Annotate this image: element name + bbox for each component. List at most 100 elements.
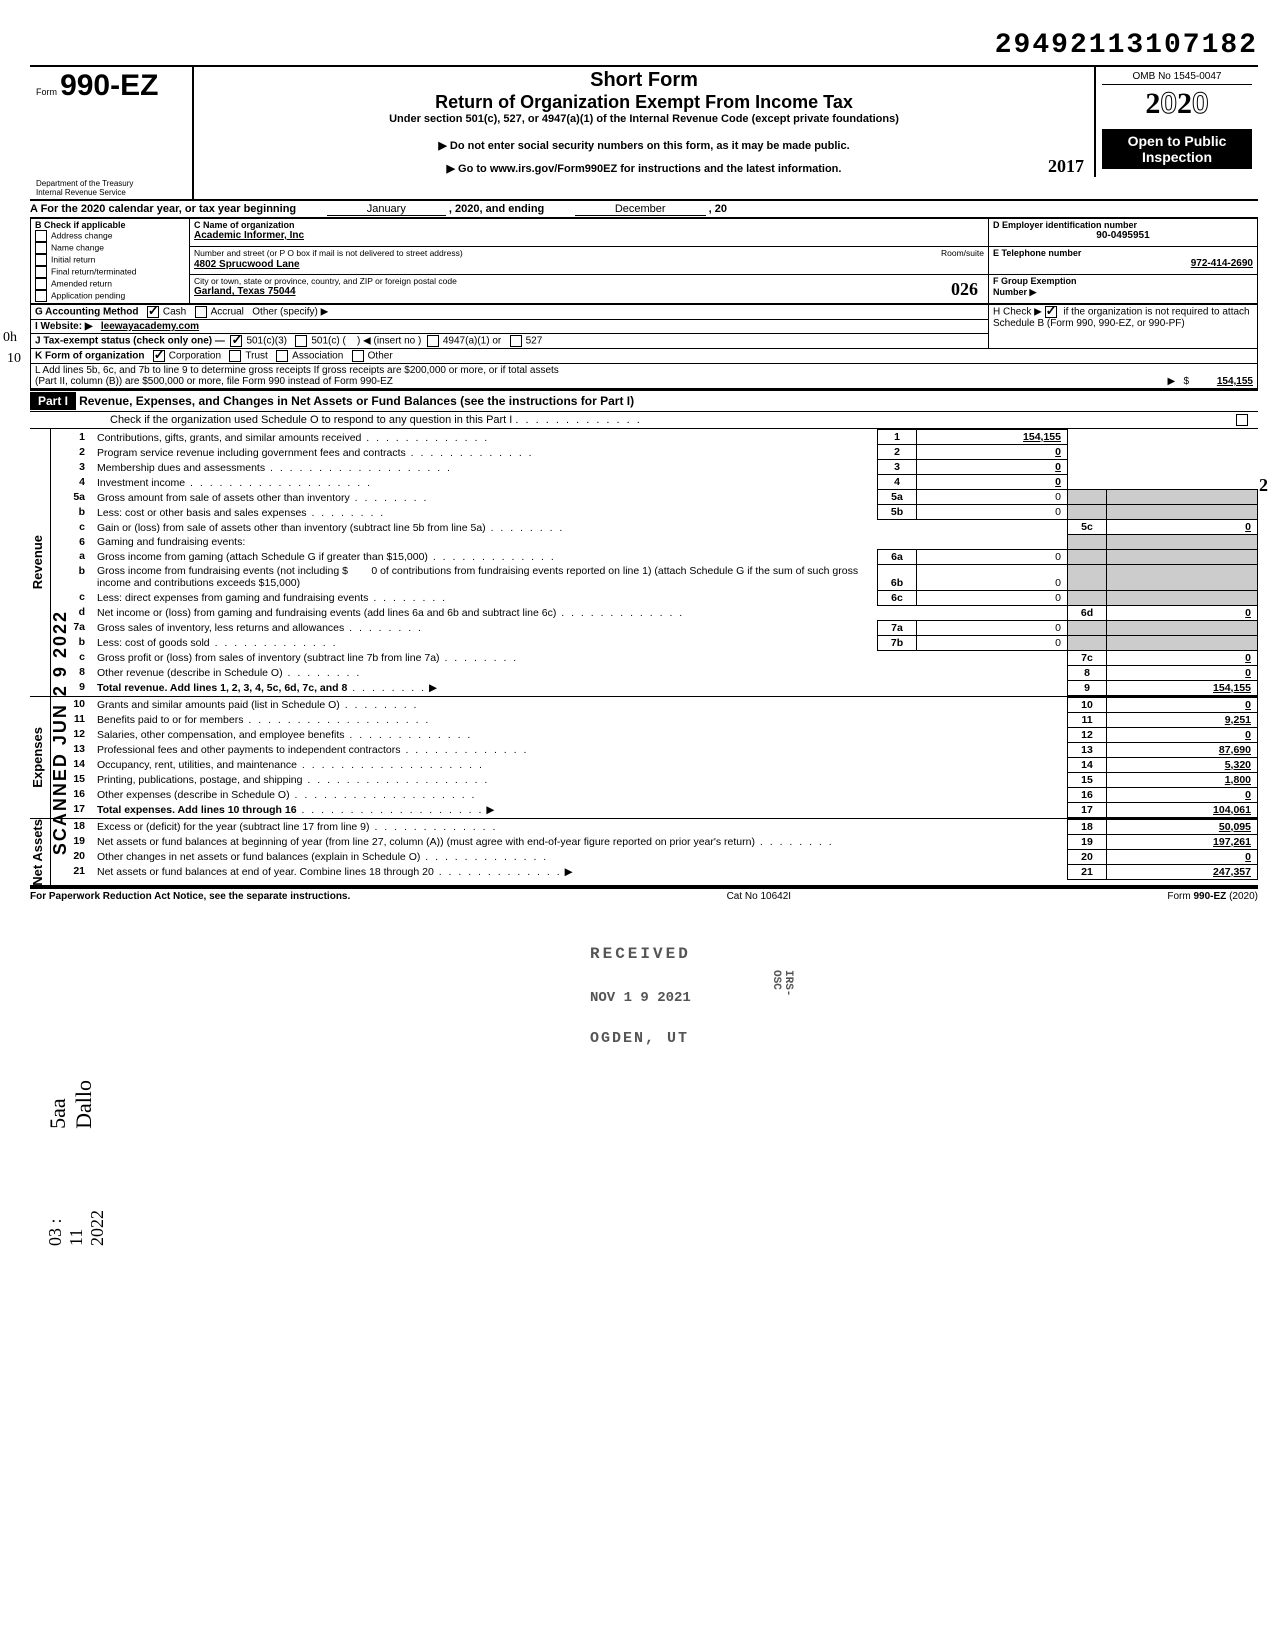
box-c-label: C Name of organization xyxy=(194,220,984,230)
line-6d-text: Net income or (loss) from gaming and fun… xyxy=(97,607,556,619)
dept-treasury: Department of the Treasury xyxy=(36,179,186,188)
checkbox-schedule-o[interactable] xyxy=(1236,414,1248,426)
expenses-label: Expenses xyxy=(30,727,50,788)
line-8-text: Other revenue (describe in Schedule O) xyxy=(97,667,283,679)
line-8-box: 8 xyxy=(1068,665,1107,680)
checkbox-address-change[interactable] xyxy=(35,230,47,242)
revenue-section: Revenue 1Contributions, gifts, grants, a… xyxy=(30,428,1258,696)
checkbox-association[interactable] xyxy=(276,350,288,362)
checkbox-accrual[interactable] xyxy=(195,306,207,318)
line-17-box: 17 xyxy=(1068,802,1107,817)
line-5b-box: 5b xyxy=(878,505,917,520)
line-7a-val: 0 xyxy=(917,620,1068,635)
checkbox-501c[interactable] xyxy=(295,335,307,347)
line-j-label: J Tax-exempt status (check only one) — xyxy=(35,336,225,347)
document-locator-number: 29492113107182 xyxy=(30,30,1258,61)
instruction-2: ▶ Go to www.irs.gov/Form990EZ for instru… xyxy=(200,162,1088,175)
checkbox-other-org[interactable] xyxy=(352,350,364,362)
line-h-text: H Check ▶ xyxy=(993,307,1042,318)
line-g-label: G Accounting Method xyxy=(35,307,139,318)
line-21-no: 21 xyxy=(51,864,93,879)
room-label: Room/suite xyxy=(941,248,984,258)
checkbox-application-pending[interactable] xyxy=(35,290,47,302)
line-15-text: Printing, publications, postage, and shi… xyxy=(97,774,302,786)
line-20-text: Other changes in net assets or fund bala… xyxy=(97,851,420,863)
line-9-val: 154,155 xyxy=(1107,680,1258,695)
part-1-title: Revenue, Expenses, and Changes in Net As… xyxy=(79,394,634,408)
line-l-text1: L Add lines 5b, 6c, and 7b to line 9 to … xyxy=(35,365,1253,376)
line-4-box: 4 xyxy=(878,475,917,490)
line-7b-text: Less: cost of goods sold xyxy=(97,637,210,649)
line-6a-no: a xyxy=(51,549,93,564)
line-5b-text: Less: cost or other basis and sales expe… xyxy=(97,507,307,519)
checkbox-corporation[interactable] xyxy=(153,350,165,362)
line-7b-val: 0 xyxy=(917,635,1068,650)
page-footer: For Paperwork Reduction Act Notice, see … xyxy=(30,887,1258,902)
line-13-val: 87,690 xyxy=(1107,742,1258,757)
box-d-label: D Employer identification number xyxy=(993,220,1253,230)
checkbox-amended-return[interactable] xyxy=(35,278,47,290)
box-e-label: E Telephone number xyxy=(993,248,1253,258)
form-label: Form xyxy=(36,87,57,97)
line-i-label: I Website: ▶ xyxy=(35,321,93,332)
label-501c3: 501(c)(3) xyxy=(246,336,287,347)
street-label: Number and street (or P O box if mail is… xyxy=(194,248,463,258)
part-1-schedule-o: Check if the organization used Schedule … xyxy=(30,412,1258,428)
omb-number: OMB No 1545-0047 xyxy=(1102,69,1252,85)
net-assets-section: Net Assets 18Excess or (deficit) for the… xyxy=(30,818,1258,888)
label-trust: Trust xyxy=(245,351,267,362)
instruction-1: ▶ Do not enter social security numbers o… xyxy=(200,139,1088,152)
line-4-no: 4 xyxy=(51,475,93,490)
net-assets-label: Net Assets xyxy=(30,819,50,886)
line-10-box: 10 xyxy=(1068,697,1107,712)
line-6b-no: b xyxy=(51,564,93,590)
box-f-label: F Group Exemption xyxy=(993,276,1077,286)
checkbox-cash[interactable] xyxy=(147,306,159,318)
line-2-text: Program service revenue including govern… xyxy=(97,447,406,459)
line-13-box: 13 xyxy=(1068,742,1107,757)
org-info-block: B Check if applicable Address change Nam… xyxy=(30,218,1258,304)
footer-left: For Paperwork Reduction Act Notice, see … xyxy=(30,891,350,902)
part-1-check-o-text: Check if the organization used Schedule … xyxy=(110,414,512,426)
open-to-public: Open to Public Inspection xyxy=(1102,129,1252,169)
line-3-val: 0 xyxy=(917,460,1068,475)
line-a-end: December xyxy=(575,203,706,216)
phone-value: 972-414-2690 xyxy=(993,258,1253,269)
checkbox-name-change[interactable] xyxy=(35,242,47,254)
checkbox-4947[interactable] xyxy=(427,335,439,347)
line-5a-box: 5a xyxy=(878,490,917,505)
form-number: 990-EZ xyxy=(60,69,158,102)
line-6c-text: Less: direct expenses from gaming and fu… xyxy=(97,592,368,604)
label-name-change: Name change xyxy=(51,243,104,253)
org-name: Academic Informer, Inc xyxy=(194,230,984,241)
checkbox-501c3[interactable] xyxy=(230,335,242,347)
expenses-section: Expenses 10Grants and similar amounts pa… xyxy=(30,696,1258,818)
hand-10: 10 xyxy=(7,351,21,367)
checkbox-h[interactable] xyxy=(1045,306,1057,318)
line-5c-box: 5c xyxy=(1068,520,1107,535)
line-8-val: 0 xyxy=(1107,665,1258,680)
line-19-box: 19 xyxy=(1068,834,1107,849)
handwritten-year: 2017 xyxy=(1048,156,1084,177)
line-2-box: 2 xyxy=(878,445,917,460)
label-501c-insert: ) ◀ (insert no ) xyxy=(357,336,421,347)
part-1-header-row: Part I Revenue, Expenses, and Changes in… xyxy=(30,389,1258,412)
label-amended-return: Amended return xyxy=(51,279,112,289)
line-6d-val: 0 xyxy=(1107,605,1258,620)
line-6b-text1: Gross income from fundraising events (no… xyxy=(97,565,348,577)
checkbox-initial-return[interactable] xyxy=(35,254,47,266)
line-20-box: 20 xyxy=(1068,849,1107,864)
line-a-mid: , 2020, and ending xyxy=(449,203,544,215)
line-6-text: Gaming and fundraising events: xyxy=(93,535,1068,550)
line-17-text: Total expenses. Add lines 10 through 16 xyxy=(97,804,297,816)
line-21-val: 247,357 xyxy=(1107,864,1258,879)
hand-mark-2: 2 xyxy=(1259,475,1268,496)
line-17-val: 104,061 xyxy=(1107,802,1258,817)
checkbox-final-return[interactable] xyxy=(35,266,47,278)
line-20-val: 0 xyxy=(1107,849,1258,864)
checkbox-527[interactable] xyxy=(510,335,522,347)
main-title: Return of Organization Exempt From Incom… xyxy=(200,92,1088,113)
street-value: 4802 Sprucwood Lane xyxy=(194,259,984,270)
line-5a-val: 0 xyxy=(917,490,1068,505)
checkbox-trust[interactable] xyxy=(229,350,241,362)
